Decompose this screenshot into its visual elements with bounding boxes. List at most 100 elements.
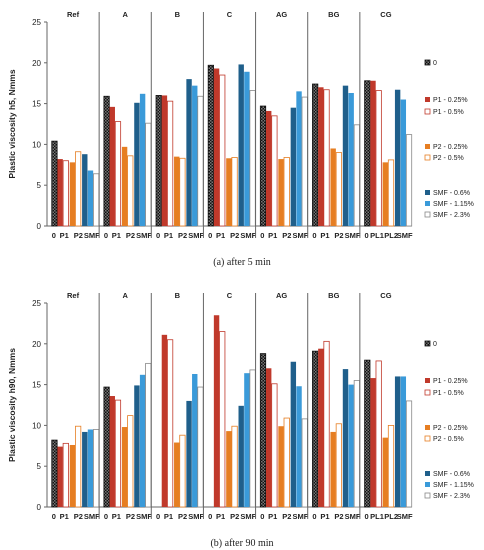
bar-b-p2-0-5	[179, 434, 186, 508]
legend-label-smf-2-3: SMF - 2.3%	[433, 493, 470, 500]
bar-a-smf-2-3	[145, 362, 152, 508]
x-tick-label: 0	[312, 231, 316, 240]
bar-ref-smf-2-3	[93, 429, 100, 508]
bar-cg-smf-0-6	[394, 376, 401, 507]
legend-label-p1-0-5: P1 - 0.5%	[433, 109, 464, 116]
bar-ref-smf-1-15	[87, 429, 94, 507]
bar-ag-smf-1-15	[296, 386, 302, 507]
bar-c-p2-0-5	[231, 157, 238, 227]
y-tick-label: 25	[32, 18, 41, 27]
y-tick-label: 5	[37, 462, 42, 471]
bar-bg-p2-0-5	[335, 152, 342, 227]
legend-swatch-smf-1-15	[425, 482, 430, 487]
group-label-ref: Ref	[67, 10, 80, 19]
bar-c-0	[207, 64, 214, 227]
x-tick-label: P1	[164, 231, 173, 240]
group-label-ag: AG	[276, 10, 287, 19]
x-tick-label: SMF	[84, 231, 100, 240]
x-tick-label: P1	[112, 231, 121, 240]
bar-b-smf-1-15	[192, 85, 198, 226]
chart-panel-after-90-min: 0 5 10 15 20 25 Plastic viscosity h90, Nmms Ref…	[0, 281, 484, 550]
legend-label-p1-0-25: P1 - 0.25%	[433, 378, 468, 385]
bar-chart-h5: 0 5 10 15 20 25 Plastic viscosity h5, Nmms Ref 0…	[7, 10, 474, 240]
x-tick-label: P1	[268, 231, 277, 240]
bar-bg-smf-2-3	[353, 124, 360, 227]
x-tick-label: P1	[320, 512, 329, 521]
bar-bg-p1-0-5	[323, 89, 330, 227]
group-label-b: B	[175, 10, 181, 19]
x-tick-label: SMF	[240, 231, 256, 240]
x-tick-label: SMF	[136, 231, 152, 240]
legend-label-smf-2-3: SMF - 2.3%	[433, 212, 470, 219]
bar-ref-0	[51, 439, 58, 508]
bar-c-p2-0-5	[231, 425, 238, 508]
x-tick-label: 0	[260, 512, 264, 521]
legend-swatch-p1-0-25	[425, 97, 430, 102]
bar-bg-p2-0-25	[330, 148, 336, 226]
legend-label-0: 0	[433, 341, 437, 348]
group-label-a: A	[123, 10, 129, 19]
bar-a-p1-0-25	[109, 106, 115, 226]
bar-a-smf-0-6	[134, 385, 140, 507]
bar-ag-0	[259, 353, 267, 508]
x-tick-label: PL2	[384, 231, 398, 240]
legend-swatch-p1-0-25	[425, 378, 430, 383]
bar-a-p2-0-25	[121, 427, 128, 507]
group-label-a: A	[123, 291, 129, 300]
caption-after-5-min: (a) after 5 min	[213, 257, 271, 268]
x-tick-label: P2	[334, 512, 343, 521]
x-tick-label: P1	[216, 231, 225, 240]
bar-ref-p2-0-25	[69, 444, 76, 507]
x-tick-label: P1	[216, 512, 225, 521]
x-tick-label: PL2	[384, 512, 398, 521]
bar-bg-smf-0-6	[342, 369, 349, 507]
x-tick-label: 0	[52, 512, 56, 521]
legend-label-smf-0-6: SMF - 0.6%	[433, 471, 470, 478]
bar-ag-smf-0-6	[290, 361, 297, 507]
bar-ref-p2-0-25	[69, 162, 76, 226]
bar-ref-smf-0-6	[82, 431, 88, 507]
bar-ag-p2-0-5	[283, 157, 290, 227]
x-tick-label: P2	[178, 512, 187, 521]
group-label-ag: AG	[276, 291, 287, 300]
legend-label-smf-1-15: SMF - 1.15%	[433, 201, 474, 208]
caption-after-90-min: (b) after 90 min	[210, 538, 274, 549]
legend-label-p1-0-25: P1 - 0.25%	[433, 97, 468, 104]
legend-swatch-smf-1-15	[425, 201, 430, 206]
bar-c-p2-0-25	[226, 158, 232, 226]
y-tick-label: 0	[37, 222, 42, 231]
x-tick-label: 0	[260, 231, 264, 240]
bar-b-p1-0-5	[167, 100, 174, 227]
bar-ag-smf-0-6	[290, 107, 297, 226]
bar-cg-p1-0-25	[370, 80, 376, 226]
legend-label-p1-0-5: P1 - 0.5%	[433, 390, 464, 397]
bar-ag-p1-0-5	[271, 383, 278, 508]
x-tick-label: P2	[178, 231, 187, 240]
legend-label-smf-0-6: SMF - 0.6%	[433, 190, 470, 197]
bar-b-p1-0-25	[161, 334, 168, 507]
bar-b-p1-0-5	[167, 339, 174, 508]
bar-ag-smf-2-3	[301, 418, 308, 508]
x-tick-label: SMF	[345, 231, 361, 240]
y-tick-label: 10	[32, 421, 41, 430]
y-tick-label: 0	[37, 503, 42, 512]
group-label-bg: BG	[328, 291, 339, 300]
group-label-b: B	[175, 291, 181, 300]
x-tick-label: P1	[164, 512, 173, 521]
group-label-bg: BG	[328, 10, 339, 19]
bar-ref-smf-2-3	[93, 173, 100, 227]
bar-c-smf-1-15	[244, 71, 250, 226]
bar-c-smf-1-15	[244, 373, 250, 507]
bar-a-smf-1-15	[139, 93, 146, 226]
bar-c-p1-0-5	[219, 74, 226, 227]
x-tick-label: 0	[208, 231, 212, 240]
bar-cg-p1-0-5	[375, 90, 382, 227]
chart-panel-after-5-min: 0 5 10 15 20 25 Plastic viscosity h5, Nmms Ref 0…	[0, 0, 484, 268]
bar-cg-p2-0-25	[382, 162, 389, 226]
legend-label-p2-0-5: P2 - 0.5%	[433, 155, 464, 162]
bar-b-smf-2-3	[197, 386, 204, 508]
group-label-ref: Ref	[67, 291, 80, 300]
bar-ag-p1-0-25	[266, 110, 272, 226]
x-tick-label: P1	[320, 231, 329, 240]
bar-ref-p2-0-5	[75, 425, 82, 508]
